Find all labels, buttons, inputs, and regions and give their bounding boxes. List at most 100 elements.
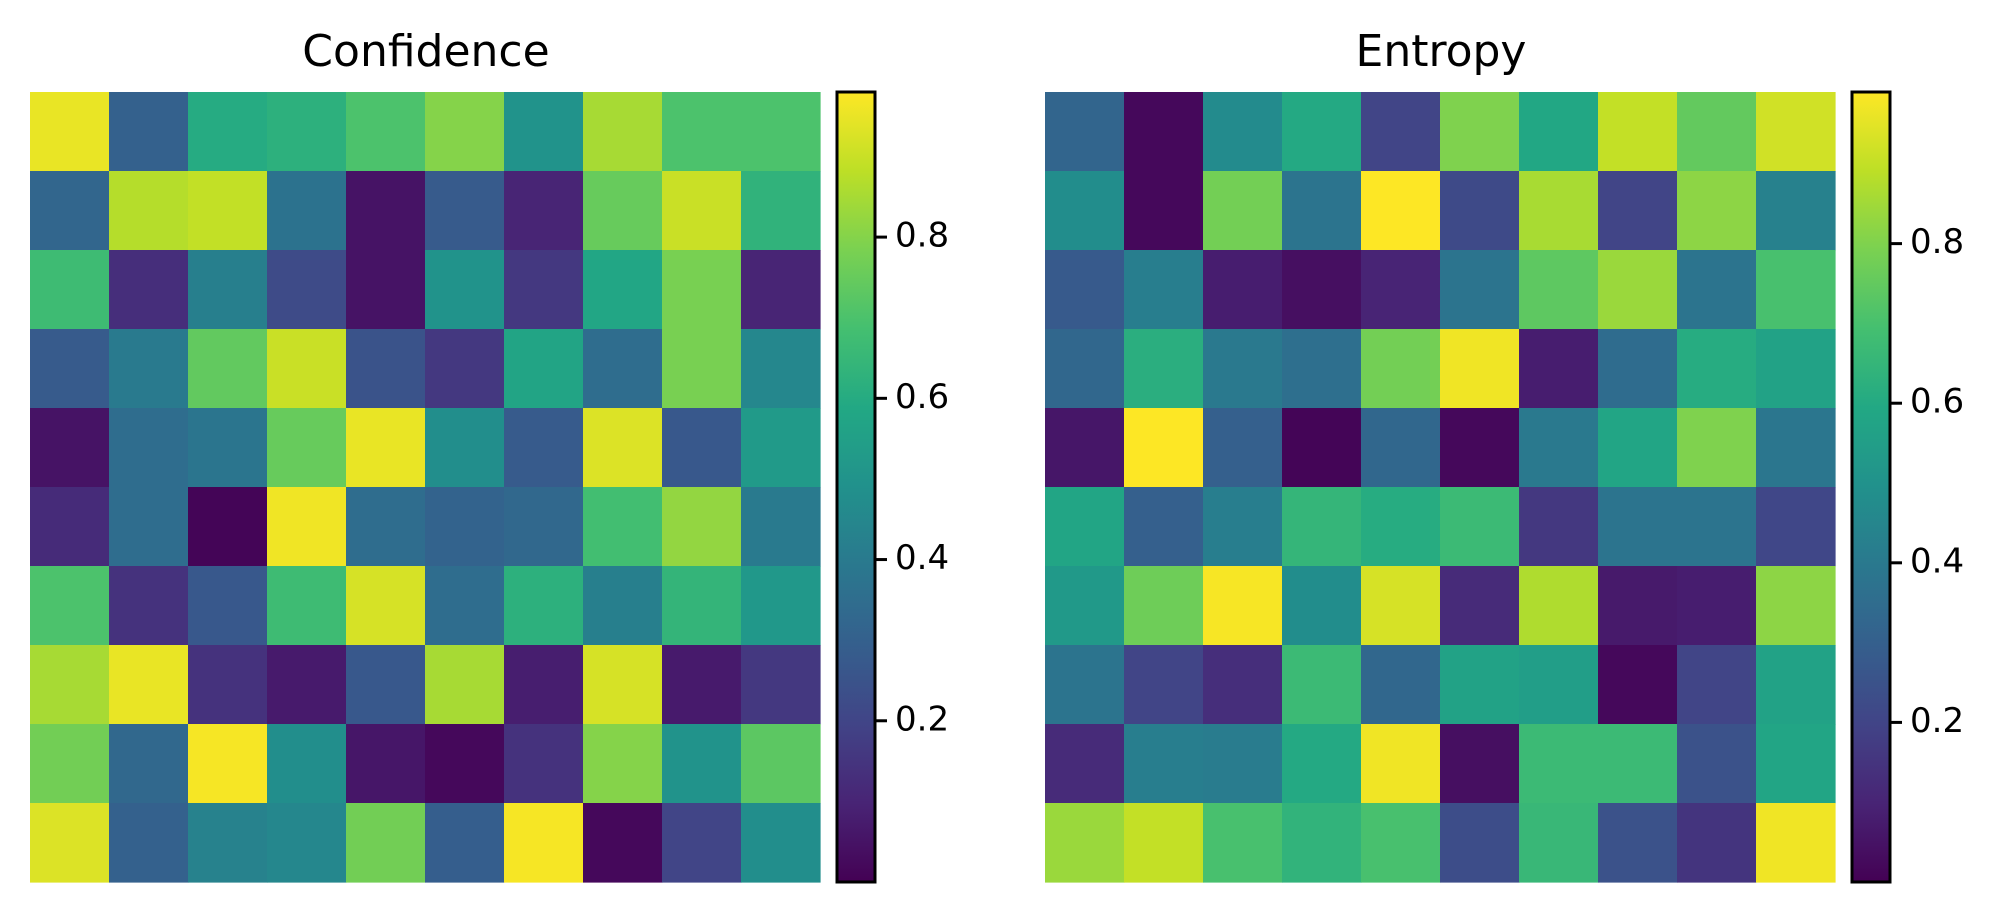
heatmap-cell bbox=[1045, 171, 1125, 251]
heatmap-cell bbox=[267, 803, 347, 883]
heatmap-cell bbox=[30, 92, 110, 172]
heatmap-cell bbox=[741, 171, 821, 251]
colorbar-tick-label: 0.8 bbox=[1910, 222, 1964, 262]
heatmap-cell bbox=[346, 566, 426, 646]
heatmap-cell bbox=[1203, 171, 1283, 251]
heatmap-cell bbox=[1756, 803, 1836, 883]
heatmap-cell bbox=[1756, 566, 1836, 646]
heatmap-cell bbox=[346, 171, 426, 251]
heatmap-cell bbox=[583, 408, 663, 488]
heatmap-cell bbox=[1282, 171, 1362, 251]
heatmap-cell bbox=[188, 250, 268, 330]
heatmap-cell bbox=[1045, 566, 1125, 646]
heatmap-cell bbox=[109, 645, 189, 725]
heatmap-cell bbox=[188, 171, 268, 251]
heatmap-cell bbox=[504, 250, 584, 330]
heatmap-cell bbox=[1677, 803, 1757, 883]
colorbar-tick-label: 0.8 bbox=[895, 216, 949, 256]
heatmap-cell bbox=[1519, 803, 1599, 883]
heatmap-cell bbox=[1519, 566, 1599, 646]
heatmap-cell bbox=[583, 487, 663, 567]
heatmap-cell bbox=[1045, 803, 1125, 883]
heatmap-cell bbox=[1598, 487, 1678, 567]
heatmap-cell bbox=[109, 329, 189, 409]
heatmap-cell bbox=[1124, 645, 1204, 725]
colorbar-tick-label: 0.2 bbox=[1910, 701, 1964, 741]
colorbar: 0.2 0.4 0.6 0.8 bbox=[835, 90, 949, 884]
heatmap-cell bbox=[1440, 566, 1520, 646]
heatmap-cell bbox=[30, 566, 110, 646]
heatmap-cell bbox=[1045, 92, 1125, 172]
heatmap-cell bbox=[1519, 487, 1599, 567]
heatmap-cell bbox=[504, 645, 584, 725]
heatmap-cell bbox=[346, 724, 426, 804]
heatmap-cell bbox=[1677, 250, 1757, 330]
heatmap-cell bbox=[1282, 329, 1362, 409]
heatmap-cell bbox=[662, 487, 742, 567]
heatmap-cell bbox=[346, 487, 426, 567]
heatmap-cell bbox=[109, 724, 189, 804]
heatmap-cell bbox=[346, 408, 426, 488]
heatmap-cell bbox=[1045, 645, 1125, 725]
heatmap-cell bbox=[267, 408, 347, 488]
heatmap-cell bbox=[267, 171, 347, 251]
heatmap-cell bbox=[662, 329, 742, 409]
heatmap-cell bbox=[1282, 724, 1362, 804]
heatmap-cell bbox=[1361, 645, 1441, 725]
heatmap-cell bbox=[425, 408, 505, 488]
heatmap-cell bbox=[741, 645, 821, 725]
heatmap-cell bbox=[188, 566, 268, 646]
heatmap-cell bbox=[1361, 724, 1441, 804]
heatmap-cell bbox=[267, 724, 347, 804]
heatmap-cell bbox=[1045, 724, 1125, 804]
chart-title: Entropy bbox=[1356, 26, 1527, 77]
heatmap-cell bbox=[1440, 92, 1520, 172]
heatmap-cell bbox=[425, 171, 505, 251]
heatmap-cell bbox=[425, 487, 505, 567]
heatmap-cell bbox=[1203, 803, 1283, 883]
heatmap-cell bbox=[1203, 645, 1283, 725]
heatmap-cell bbox=[1519, 250, 1599, 330]
heatmap-cell bbox=[109, 250, 189, 330]
heatmap-cell bbox=[425, 92, 505, 172]
heatmap-cell bbox=[1203, 408, 1283, 488]
heatmap-cell bbox=[1203, 724, 1283, 804]
heatmap-cell bbox=[1045, 487, 1125, 567]
heatmap-cell bbox=[583, 92, 663, 172]
heatmap-cell bbox=[662, 171, 742, 251]
heatmap-cell bbox=[188, 487, 268, 567]
heatmap-cell bbox=[583, 803, 663, 883]
heatmap-cell bbox=[1124, 566, 1204, 646]
heatmap-cell bbox=[583, 566, 663, 646]
heatmap-cell bbox=[741, 329, 821, 409]
heatmap-cell bbox=[1598, 329, 1678, 409]
heatmap-cell bbox=[425, 329, 505, 409]
heatmap-cell bbox=[1440, 329, 1520, 409]
heatmap-cell bbox=[346, 92, 426, 172]
colorbar-ticks: 0.2 0.4 0.6 0.8 bbox=[1890, 222, 1964, 741]
heatmap-cell bbox=[1440, 645, 1520, 725]
heatmap-cell bbox=[346, 645, 426, 725]
heatmap-cell bbox=[1282, 487, 1362, 567]
heatmap-cell bbox=[1440, 724, 1520, 804]
heatmap-cell bbox=[662, 803, 742, 883]
heatmap-cell bbox=[109, 92, 189, 172]
heatmap-cell bbox=[662, 724, 742, 804]
heatmap-cell bbox=[109, 803, 189, 883]
heatmap-cell bbox=[504, 487, 584, 567]
heatmap-cell bbox=[267, 645, 347, 725]
colorbar-frame bbox=[1850, 90, 1892, 884]
heatmap-cell bbox=[1756, 724, 1836, 804]
heatmap-cell bbox=[1519, 408, 1599, 488]
heatmap-cell bbox=[504, 803, 584, 883]
chart-title: Confidence bbox=[302, 26, 549, 77]
heatmap-cell bbox=[30, 645, 110, 725]
heatmap-cell bbox=[1124, 171, 1204, 251]
heatmap-cell bbox=[1677, 408, 1757, 488]
heatmap-cell bbox=[1045, 329, 1125, 409]
heatmap-cell bbox=[1124, 92, 1204, 172]
heatmap-cell bbox=[1361, 566, 1441, 646]
heatmap-cell bbox=[1756, 250, 1836, 330]
heatmap-cell bbox=[188, 803, 268, 883]
